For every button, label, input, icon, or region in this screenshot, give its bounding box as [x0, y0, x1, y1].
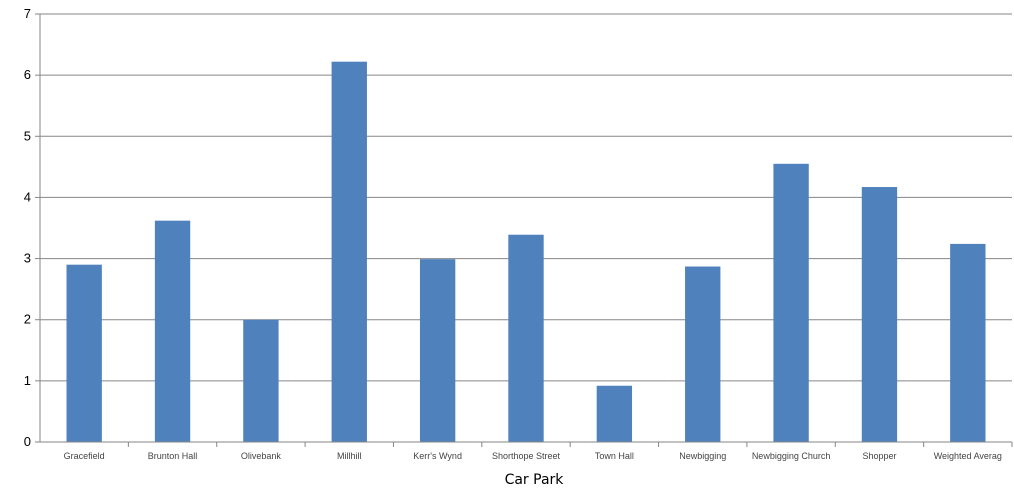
bars [66, 61, 986, 443]
x-tick-label: Weighted Averag [934, 451, 1002, 461]
x-tick-label: Olivebank [241, 451, 282, 461]
bar [773, 163, 809, 443]
bar [861, 187, 898, 442]
x-tick-label: Shopper [862, 451, 896, 461]
y-axis-ticks: 0 1 2 3 4 5 6 7 [24, 6, 40, 449]
bar [154, 220, 191, 442]
bar [66, 264, 102, 442]
x-tick-label: Town Hall [595, 451, 634, 461]
bar [243, 319, 279, 442]
x-tick-label: Millhill [337, 451, 362, 461]
bar [596, 385, 633, 442]
bar [950, 243, 986, 442]
y-tick-label: 2 [24, 312, 31, 327]
y-tick-label: 0 [24, 434, 31, 449]
y-tick-label: 4 [24, 189, 31, 204]
bar [685, 266, 721, 442]
y-tick-label: 3 [24, 251, 31, 266]
x-tick-label: Gracefield [64, 451, 105, 461]
bar [331, 61, 367, 442]
x-tick-label: Newbigging Church [752, 451, 831, 461]
x-tick-label: Brunton Hall [148, 451, 198, 461]
x-axis-label: Car Park [505, 472, 565, 488]
x-tick-label: Newbigging [679, 451, 726, 461]
y-tick-label: 7 [24, 6, 31, 21]
y-tick-label: 1 [24, 373, 31, 388]
bar [508, 234, 544, 442]
y-tick-label: 5 [24, 128, 31, 143]
x-axis-ticks: Gracefield Brunton Hall Olivebank Millhill K… [64, 442, 1013, 461]
y-tick-label: 6 [24, 67, 31, 82]
x-tick-label: Kerr's Wynd [413, 451, 462, 461]
bar [419, 259, 456, 442]
x-tick-label: Shorthope Street [492, 451, 561, 461]
